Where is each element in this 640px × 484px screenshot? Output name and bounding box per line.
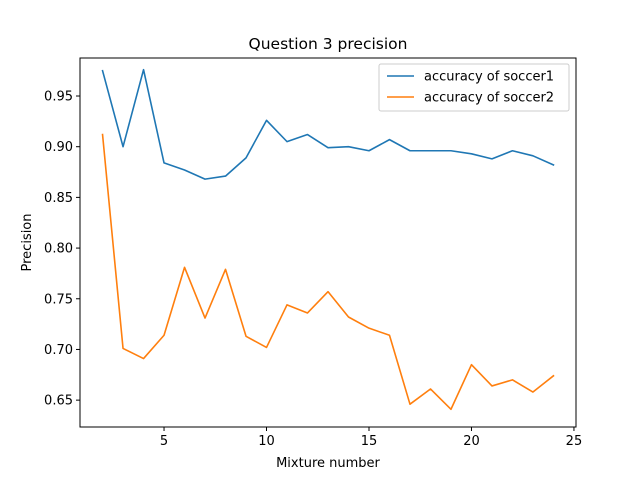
y-tick-label: 0.70 [44,343,73,358]
plot-frame [79,57,577,428]
plot-lines [101,68,555,411]
series-line-1 [101,68,555,180]
x-tick-label: 5 [160,434,168,449]
y-tick-label: 0.80 [44,242,73,257]
y-axis-label: Precision [20,213,35,271]
legend-label-1: accuracy of soccer1 [424,70,554,85]
x-axis-label: Mixture number [276,456,380,471]
legend: accuracy of soccer1 accuracy of soccer2 [378,63,570,112]
x-tick-label: 25 [566,434,583,449]
y-tick-label: 0.90 [44,140,73,155]
series-line-2 [101,133,555,411]
y-tick-label: 0.95 [44,90,73,105]
x-tick-label: 20 [463,434,480,449]
x-tick-label: 10 [258,434,275,449]
legend-box [378,63,570,112]
x-axis-ticks: 5 10 15 20 25 [160,427,582,449]
legend-label-2: accuracy of soccer2 [424,91,554,106]
y-axis-ticks: 0.65 0.70 0.75 0.80 0.85 0.90 0.95 [44,90,80,409]
x-tick-label: 15 [361,434,378,449]
y-tick-label: 0.75 [44,292,73,307]
chart-title: Question 3 precision [249,35,408,53]
y-tick-label: 0.65 [44,394,73,409]
y-tick-label: 0.85 [44,191,73,206]
